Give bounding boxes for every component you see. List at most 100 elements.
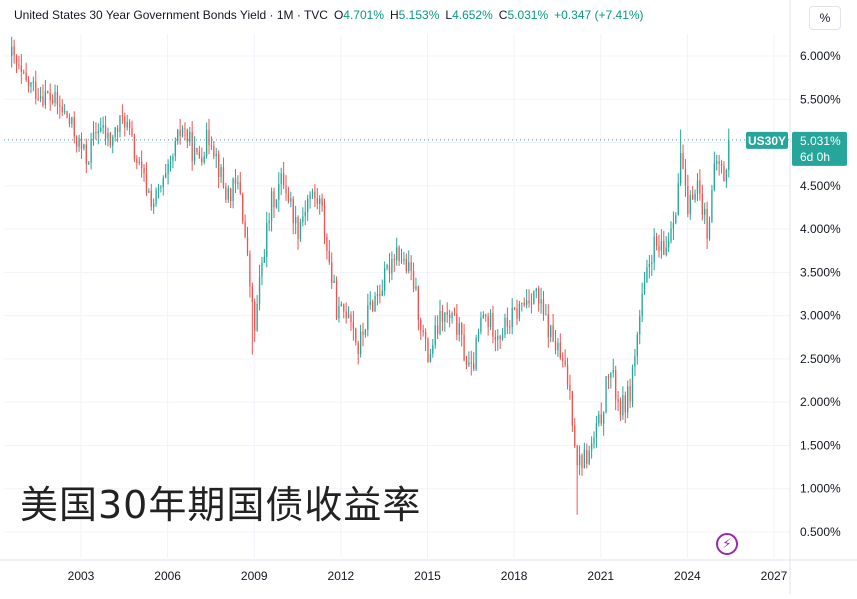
candle: [217, 150, 220, 189]
candle: [667, 232, 670, 253]
candle: [114, 126, 116, 142]
candle: [708, 216, 711, 241]
candle: [225, 182, 227, 204]
y-tick-label: 1.000%: [800, 482, 841, 496]
candle: [586, 443, 588, 469]
candle: [427, 337, 429, 363]
candle: [494, 330, 497, 352]
candle: [665, 235, 667, 257]
candle: [97, 123, 99, 145]
candle: [651, 254, 653, 276]
candle: [102, 116, 104, 134]
candle: [369, 291, 371, 310]
candle: [251, 282, 253, 355]
candle: [181, 125, 184, 138]
candle: [177, 129, 179, 145]
candle: [535, 287, 537, 299]
candle: [193, 136, 196, 165]
candle: [316, 187, 318, 210]
candle: [126, 114, 128, 131]
candle: [429, 348, 432, 363]
candle: [718, 155, 720, 176]
candle: [37, 88, 39, 102]
candle: [157, 183, 160, 199]
candle: [607, 373, 610, 390]
candle: [518, 300, 521, 322]
candle: [68, 113, 71, 128]
candle: [350, 311, 352, 331]
y-tick-label: 5.500%: [800, 92, 841, 106]
candle: [11, 36, 13, 68]
candle: [51, 94, 54, 105]
candle: [470, 350, 472, 376]
price-tag-symbol: US30Y: [748, 134, 786, 148]
y-tick-label: 4.500%: [800, 179, 841, 193]
candle: [571, 390, 574, 432]
candle: [574, 418, 576, 448]
candle: [210, 136, 213, 150]
candle: [511, 298, 513, 335]
candle: [347, 306, 350, 319]
candle: [311, 188, 314, 199]
candle: [499, 334, 501, 349]
candle: [71, 116, 73, 128]
candle: [629, 378, 631, 408]
candle: [196, 147, 198, 156]
candle: [379, 284, 381, 304]
candle: [436, 315, 439, 340]
candle: [692, 186, 694, 200]
candle: [701, 184, 703, 221]
candle: [658, 234, 660, 258]
candle: [292, 196, 294, 235]
candle: [400, 248, 403, 264]
candle: [319, 195, 321, 215]
candle: [684, 158, 687, 197]
candle: [408, 250, 410, 274]
candle: [545, 303, 547, 316]
candle: [480, 311, 482, 335]
candle: [18, 55, 20, 70]
candle: [280, 167, 282, 196]
candle: [398, 245, 400, 266]
candle: [172, 153, 174, 169]
candle: [258, 264, 261, 311]
candle: [80, 132, 83, 159]
candle: [179, 118, 181, 145]
candle: [506, 307, 509, 335]
candle: [321, 193, 323, 212]
unit-toggle-button[interactable]: %: [809, 6, 841, 30]
candle: [359, 324, 362, 358]
candle: [711, 184, 713, 224]
candle: [393, 254, 395, 272]
ohlc-low: L4.652%: [445, 8, 493, 22]
candle: [489, 309, 492, 331]
candle: [335, 276, 338, 321]
candle: [465, 355, 468, 370]
current-price-tag: US30Y 5.031% 6d 0h: [746, 131, 847, 166]
candle: [381, 279, 383, 297]
price-tag-value: 5.031%: [800, 134, 841, 148]
candle: [412, 262, 415, 293]
candle: [550, 324, 552, 343]
candle: [578, 445, 581, 476]
y-tick-label: 1.500%: [800, 438, 841, 452]
candle: [119, 115, 121, 138]
candle: [234, 168, 237, 193]
candle: [559, 333, 561, 360]
candle: [728, 128, 730, 178]
candle: [133, 133, 136, 163]
candle: [576, 444, 578, 515]
candle: [261, 256, 263, 286]
candle: [434, 315, 436, 349]
candle: [256, 295, 258, 332]
lightning-bolt-icon[interactable]: ⚡: [716, 533, 738, 555]
candle: [384, 261, 386, 296]
candle: [285, 175, 287, 201]
candle: [32, 76, 35, 92]
candle: [405, 253, 407, 274]
candle: [107, 127, 109, 147]
candle: [706, 201, 708, 250]
candle: [352, 310, 355, 341]
